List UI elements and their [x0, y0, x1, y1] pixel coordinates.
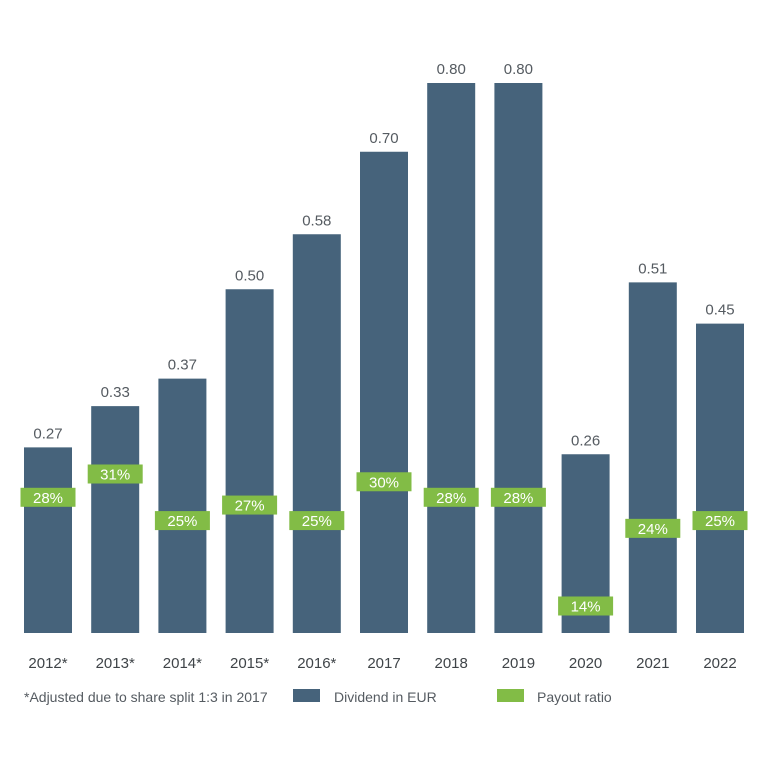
- x-tick-label-3: 2015*: [230, 655, 269, 672]
- payout-label-1: 31%: [100, 467, 130, 484]
- payout-label-5: 30%: [369, 474, 399, 491]
- bar-7: [494, 83, 543, 633]
- payout-label-8: 14%: [571, 599, 601, 616]
- x-tick-label-5: 2017: [367, 655, 400, 672]
- payout-label-10: 25%: [705, 513, 735, 530]
- bar-0: [24, 447, 72, 633]
- value-label-7: 0.80: [504, 61, 533, 78]
- x-tick-label-7: 2019: [502, 655, 535, 672]
- value-label-2: 0.37: [168, 357, 197, 374]
- payout-label-6: 28%: [436, 490, 466, 507]
- bar-4: [292, 234, 341, 633]
- value-label-10: 0.45: [705, 302, 734, 319]
- value-label-9: 0.51: [638, 260, 667, 277]
- payout-badge-4: [289, 511, 345, 531]
- payout-label-2: 25%: [167, 513, 197, 530]
- payout-badge-10: [692, 511, 748, 531]
- legend-label-dividend: Dividend in EUR: [334, 689, 437, 705]
- x-tick-label-6: 2018: [435, 655, 468, 672]
- x-tick-label-0: 2012*: [28, 655, 67, 672]
- value-label-0: 0.27: [33, 425, 62, 442]
- payout-badge-0: [20, 487, 76, 507]
- x-tick-label-10: 2022: [703, 655, 736, 672]
- legend-label-payout: Payout ratio: [537, 689, 612, 705]
- value-label-5: 0.70: [369, 130, 398, 147]
- bar-1: [91, 406, 140, 633]
- payout-label-0: 28%: [33, 490, 63, 507]
- value-label-3: 0.50: [235, 267, 264, 284]
- payout-label-9: 24%: [638, 521, 668, 538]
- bar-9: [628, 282, 677, 633]
- bar-2: [158, 378, 207, 633]
- x-tick-label-8: 2020: [569, 655, 602, 672]
- x-tick-label-4: 2016*: [297, 655, 336, 672]
- bar-3: [225, 289, 274, 633]
- value-label-6: 0.80: [437, 61, 466, 78]
- payout-label-3: 27%: [235, 498, 265, 515]
- x-tick-label-1: 2013*: [96, 655, 135, 672]
- payout-label-7: 28%: [503, 490, 533, 507]
- footnote: *Adjusted due to share split 1:3 in 2017: [24, 689, 268, 705]
- legend-swatch-dividend: [293, 689, 320, 702]
- bar-6: [427, 83, 476, 633]
- payout-badge-8: [558, 596, 614, 616]
- legend-swatch-payout: [497, 689, 524, 702]
- value-label-8: 0.26: [571, 432, 600, 449]
- payout-badge-3: [222, 495, 278, 515]
- payout-badge-1: [87, 464, 143, 484]
- payout-badge-2: [154, 511, 210, 531]
- x-tick-label-9: 2021: [636, 655, 669, 672]
- payout-badge-6: [423, 487, 479, 507]
- payout-badge-5: [356, 472, 412, 492]
- bar-5: [360, 151, 408, 633]
- payout-label-4: 25%: [302, 513, 332, 530]
- value-label-1: 0.33: [101, 384, 130, 401]
- value-label-4: 0.58: [302, 212, 331, 229]
- payout-badge-7: [490, 487, 546, 507]
- bar-10: [696, 323, 744, 633]
- x-tick-label-2: 2014*: [163, 655, 202, 672]
- payout-badge-9: [625, 518, 681, 538]
